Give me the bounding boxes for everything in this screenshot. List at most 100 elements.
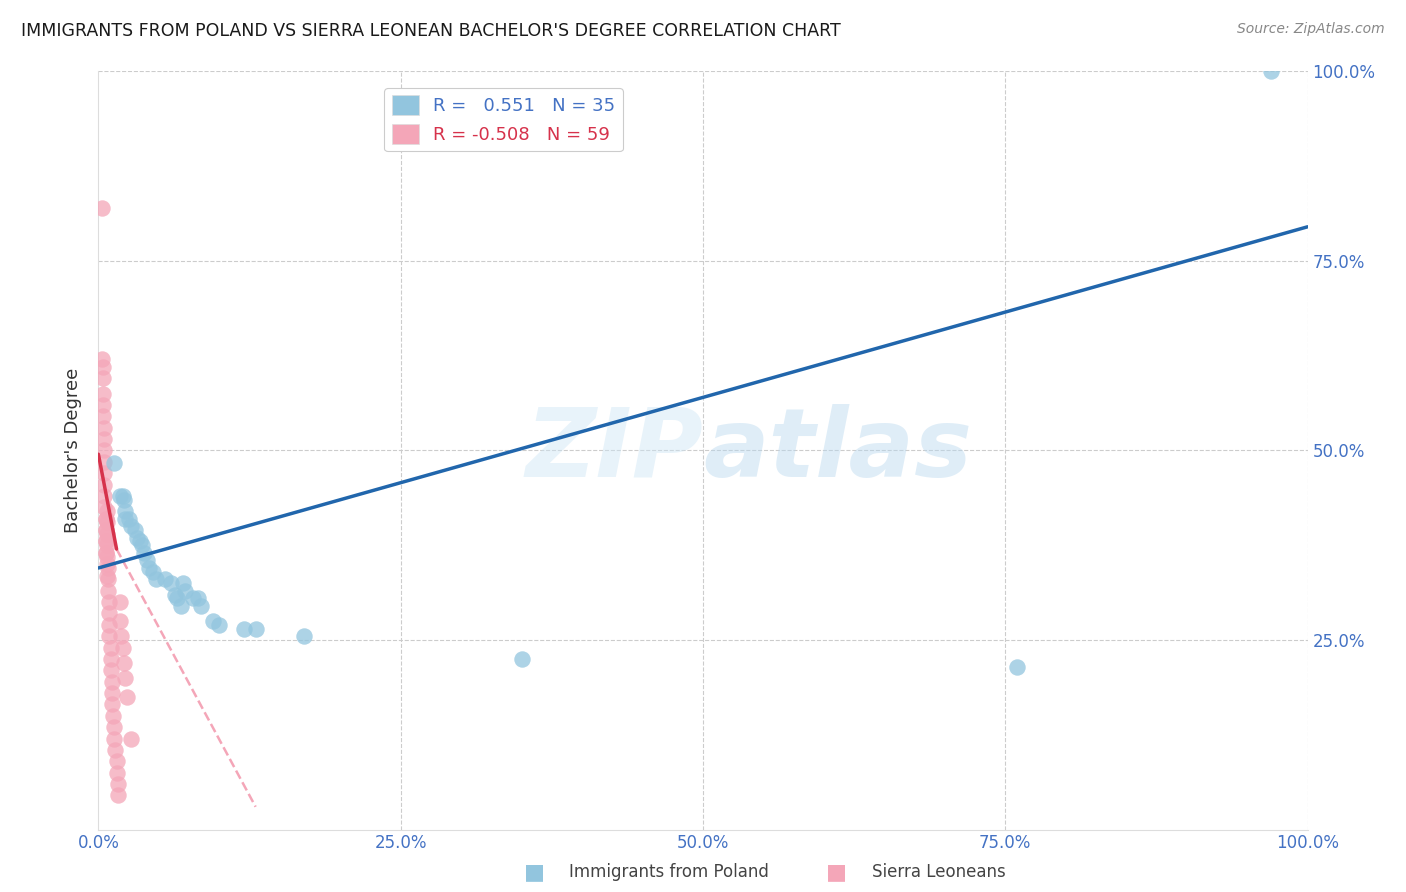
Y-axis label: Bachelor's Degree: Bachelor's Degree: [65, 368, 83, 533]
Point: [107, 777, 129, 791]
Point: [169, 599, 191, 613]
Point: [91, 352, 114, 367]
Point: [202, 614, 225, 628]
Point: [135, 553, 157, 567]
Point: [181, 591, 204, 606]
Point: [93, 500, 115, 515]
Point: [131, 538, 153, 552]
Point: [100, 674, 122, 689]
Point: [114, 671, 136, 685]
Point: [96, 526, 118, 541]
Point: [93, 432, 115, 446]
Point: [114, 504, 136, 518]
Point: [94, 523, 117, 537]
Point: [93, 489, 115, 503]
Point: [93, 421, 115, 435]
Point: [100, 640, 122, 655]
Point: [166, 591, 188, 606]
Point: [94, 534, 117, 549]
Point: [112, 492, 135, 507]
Point: [101, 708, 124, 723]
Point: [117, 690, 139, 704]
Point: [245, 622, 267, 636]
Point: [107, 789, 129, 803]
Point: [98, 595, 121, 609]
Point: [96, 504, 118, 518]
Point: [94, 546, 117, 560]
Point: [108, 614, 131, 628]
Text: ■: ■: [827, 863, 846, 882]
Point: [96, 557, 118, 572]
Point: [94, 512, 117, 526]
Point: [96, 538, 118, 552]
Point: [91, 409, 114, 424]
Point: [93, 467, 115, 481]
Point: [153, 573, 176, 587]
Point: [93, 455, 115, 469]
Legend: R =   0.551   N = 35, R = -0.508   N = 59: R = 0.551 N = 35, R = -0.508 N = 59: [384, 88, 623, 152]
Point: [187, 591, 209, 606]
Point: [128, 534, 150, 549]
Point: [103, 456, 125, 470]
Point: [124, 523, 146, 537]
Point: [114, 512, 136, 526]
Point: [163, 588, 186, 602]
Point: [96, 549, 118, 564]
Point: [127, 531, 149, 545]
Point: [111, 489, 134, 503]
Point: [97, 561, 120, 575]
Point: [172, 576, 194, 591]
Point: [208, 617, 231, 632]
Point: [91, 398, 114, 412]
Point: [100, 664, 122, 678]
Text: atlas: atlas: [703, 404, 972, 497]
Point: [100, 686, 122, 700]
Point: [112, 656, 135, 670]
Point: [111, 640, 134, 655]
Point: [142, 565, 165, 579]
Point: [93, 443, 115, 458]
Point: [160, 576, 183, 591]
Point: [104, 743, 127, 757]
Point: [232, 622, 254, 636]
Text: Immigrants from Poland: Immigrants from Poland: [569, 863, 769, 881]
Text: Source: ZipAtlas.com: Source: ZipAtlas.com: [1237, 22, 1385, 37]
Text: ZIP: ZIP: [524, 404, 703, 497]
Point: [91, 359, 114, 375]
Point: [292, 629, 315, 643]
Point: [1007, 659, 1029, 673]
Point: [91, 386, 114, 401]
Point: [98, 617, 121, 632]
Point: [93, 477, 115, 491]
Point: [108, 489, 131, 503]
Point: [94, 512, 117, 526]
Point: [105, 755, 128, 769]
Point: [174, 583, 197, 598]
Point: [103, 720, 125, 734]
Point: [91, 201, 114, 215]
Text: ■: ■: [524, 863, 544, 882]
Point: [108, 595, 131, 609]
Point: [96, 516, 118, 530]
Point: [110, 629, 132, 643]
Point: [97, 573, 120, 587]
Point: [94, 523, 117, 537]
Point: [105, 765, 128, 780]
Point: [138, 561, 160, 575]
Point: [120, 519, 142, 533]
Point: [134, 546, 156, 560]
Point: [97, 583, 120, 598]
Point: [190, 599, 212, 613]
Point: [100, 698, 122, 712]
Point: [145, 573, 167, 587]
Point: [118, 512, 141, 526]
Point: [91, 371, 114, 385]
Point: [94, 534, 117, 549]
Point: [96, 568, 118, 582]
Point: [1260, 64, 1282, 78]
Point: [510, 652, 533, 666]
Point: [120, 731, 142, 746]
Point: [98, 629, 121, 643]
Point: [94, 546, 117, 560]
Point: [100, 652, 122, 666]
